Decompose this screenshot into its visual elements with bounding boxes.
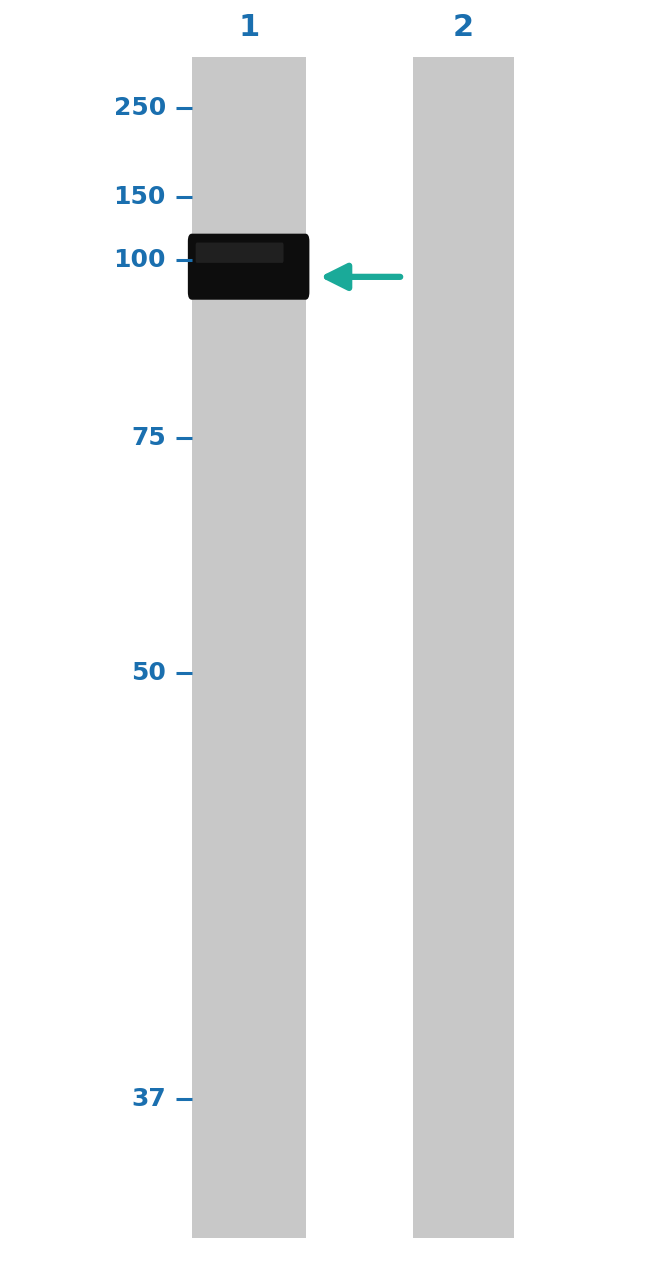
Text: 1: 1 bbox=[239, 14, 259, 42]
FancyBboxPatch shape bbox=[196, 243, 283, 263]
Text: 37: 37 bbox=[131, 1087, 166, 1110]
Text: 2: 2 bbox=[453, 14, 474, 42]
Text: 100: 100 bbox=[113, 249, 166, 272]
Bar bbox=[192, 57, 306, 1238]
Text: 75: 75 bbox=[131, 427, 166, 450]
Text: 250: 250 bbox=[114, 97, 166, 119]
Text: 50: 50 bbox=[131, 662, 166, 685]
Text: 150: 150 bbox=[113, 185, 166, 208]
Bar bbox=[413, 57, 514, 1238]
FancyBboxPatch shape bbox=[188, 234, 309, 300]
